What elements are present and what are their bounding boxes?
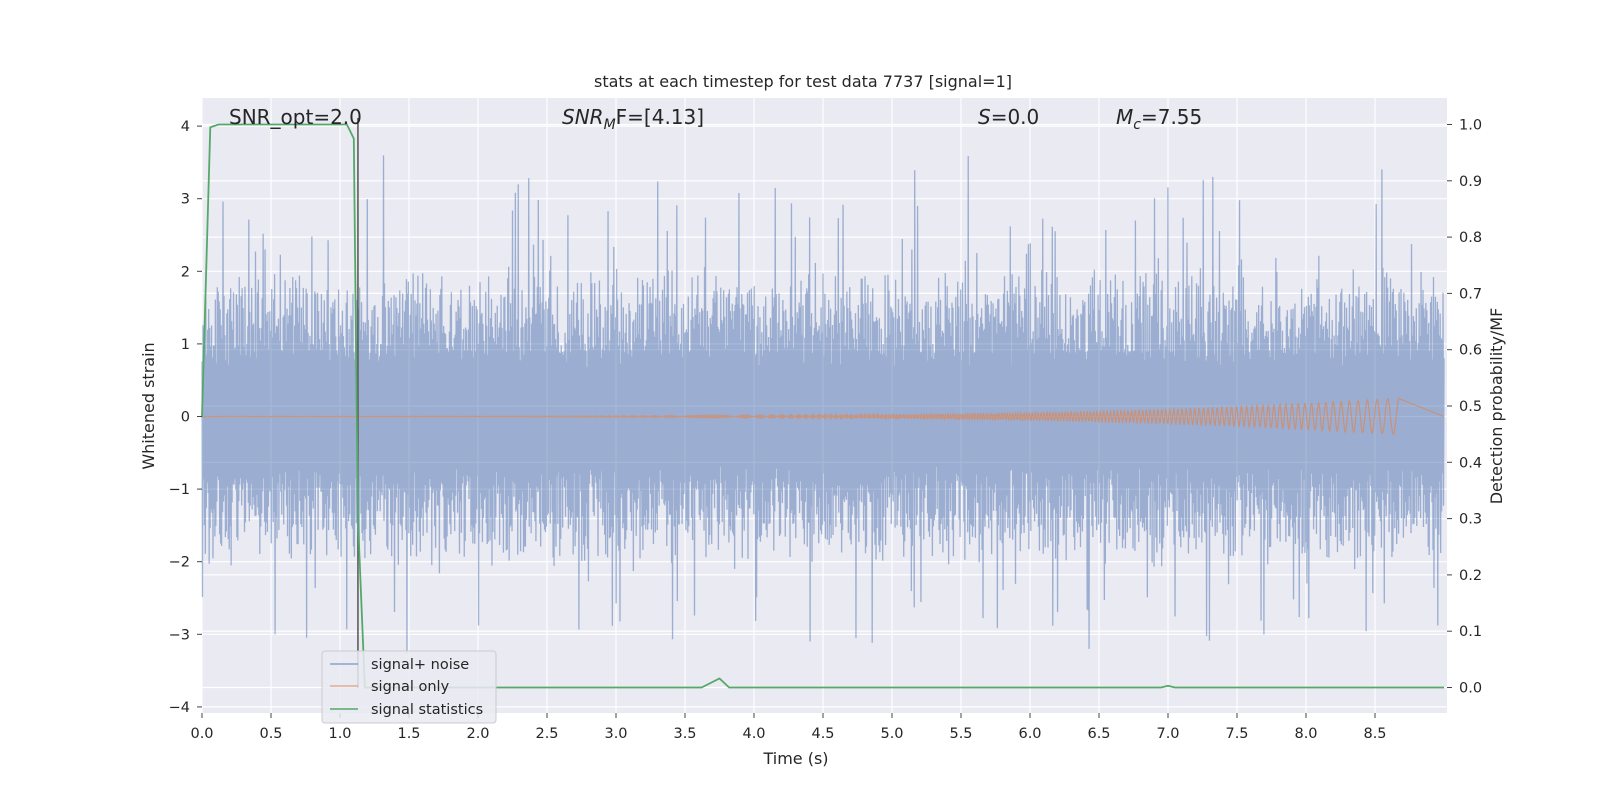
annotation-s-main: S [978,105,991,129]
x-tick-label: 4.5 [811,726,834,742]
y-tick-label-left: 2 [181,264,190,280]
y-tick-label-right: 0.4 [1459,455,1482,471]
legend-box [321,650,497,724]
x-tick-label: 6.0 [1018,726,1041,742]
x-tick-label: 5.5 [949,726,972,742]
y-tick-label-left: 3 [181,192,190,208]
series-signal-noise [201,155,1445,654]
x-tick-label: 8.5 [1363,726,1386,742]
legend-label-signal-noise: signal+ noise [371,657,469,673]
legend: signal+ noise signal only signal statist… [321,650,497,724]
y-tick-label-right: 0.9 [1459,174,1482,190]
plot-data-layer [201,118,1445,689]
y-tick-label-right: 0.5 [1459,399,1482,415]
y-axis-label-right: Detection probability/MF [1487,308,1506,505]
series-signal-statistics [201,123,1444,689]
chart-title: stats at each timestep for test data 773… [594,72,1012,91]
y-tick-label-right: 0.8 [1459,230,1482,246]
annotation-mc-main: M [1116,105,1133,129]
x-tick-label: 5.0 [880,726,903,742]
annotation-snr-mf-sub: M [604,117,616,133]
x-tick-label: 7.5 [1225,726,1248,742]
series-signal-only [201,397,1445,436]
x-tick-label: 4.0 [742,726,765,742]
annotation-mc-sub: c [1133,117,1141,133]
y-tick-label-left: 1 [181,337,190,353]
annotation-mc: Mc=7.55 [1116,105,1202,133]
ticks-layer: 0.0 0.5 1.0 1.5 2.0 2.5 3.0 3.5 4.0 4.5 5.0 5.5 6.0 6… [169,118,1482,743]
legend-label-signal-only: signal only [371,679,450,695]
x-tick-label: 1.5 [397,726,420,742]
y-tick-label-left: 0 [181,410,190,426]
y-tick-label-left: −3 [169,627,190,643]
annotation-s-rest: =0.0 [991,105,1040,129]
x-tick-label: 2.5 [535,726,558,742]
annotation-snr-mf: SNRMF=[4.13] [562,105,704,133]
annotation-snr-opt: SNR_opt=2.0 [229,105,362,129]
y-tick-label-right: 0.0 [1459,681,1482,697]
x-axis-label: Time (s) [762,749,828,768]
legend-label-signal-statistics: signal statistics [371,702,483,718]
y-tick-label-left: −1 [169,482,190,498]
annotation-snr-mf-main: SNR [562,105,604,129]
x-tick-label: 6.5 [1087,726,1110,742]
y-tick-label-left: −2 [169,555,190,571]
y-tick-label-left: −4 [169,700,190,716]
x-tick-label: 2.0 [466,726,489,742]
x-tick-label: 8.0 [1294,726,1317,742]
x-tick-label: 1.0 [328,726,351,742]
y-tick-label-right: 1.0 [1459,118,1482,134]
y-tick-label-right: 0.7 [1459,286,1482,302]
x-tick-label: 3.5 [673,726,696,742]
y-tick-label-right: 0.1 [1459,624,1482,640]
annotation-s: S=0.0 [978,105,1039,129]
x-tick-label: 3.0 [604,726,627,742]
x-tick-label: 0.0 [190,726,213,742]
annotation-mc-rest: =7.55 [1141,105,1202,129]
x-tick-label: 0.5 [259,726,282,742]
annotation-snr-mf-rest: F=[4.13] [616,105,704,129]
y-tick-label-left: 4 [181,119,190,135]
y-tick-label-right: 0.6 [1459,343,1482,359]
y-axis-label-left: Whitened strain [139,342,158,469]
y-tick-label-right: 0.3 [1459,512,1482,528]
x-tick-label: 7.0 [1156,726,1179,742]
y-tick-label-right: 0.2 [1459,568,1482,584]
